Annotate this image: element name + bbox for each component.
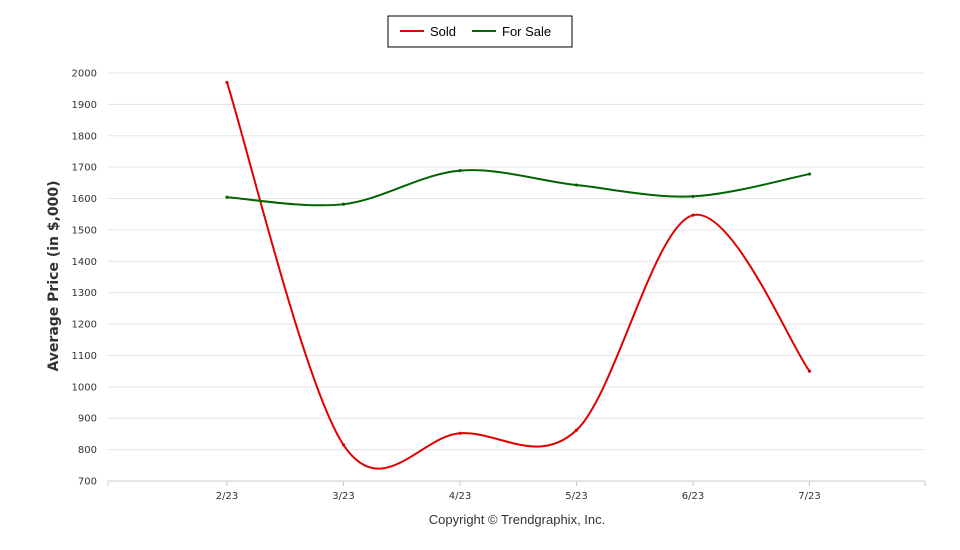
legend-label-for-sale: For Sale bbox=[502, 24, 551, 39]
data-point-for-sale bbox=[341, 202, 346, 206]
data-point-for-sale bbox=[225, 195, 229, 199]
copyright-footer: Copyright © Trendgraphix, Inc. bbox=[429, 512, 606, 527]
legend: Sold For Sale bbox=[387, 15, 573, 48]
data-point-sold bbox=[691, 213, 695, 217]
data-point-for-sale bbox=[691, 194, 695, 198]
y-tick-label: 1000 bbox=[72, 382, 97, 393]
x-tick-label: 4/23 bbox=[449, 491, 471, 502]
y-tick-label: 1300 bbox=[72, 288, 97, 299]
data-point-for-sale bbox=[458, 169, 462, 173]
y-tick-label: 900 bbox=[78, 414, 97, 425]
y-axis-title: Average Price (in $,000) bbox=[46, 180, 62, 371]
x-tick-label: 7/23 bbox=[798, 491, 820, 502]
x-tick-label: 5/23 bbox=[565, 491, 587, 502]
data-point-sold bbox=[458, 431, 462, 435]
y-tick-label: 1100 bbox=[72, 351, 97, 362]
series-line-for-sale bbox=[226, 169, 810, 207]
gridlines bbox=[108, 72, 925, 451]
x-tick-label: 2/23 bbox=[216, 491, 238, 502]
data-point-sold bbox=[807, 369, 812, 373]
y-tick-label: 1700 bbox=[72, 163, 97, 174]
y-tick-label: 1500 bbox=[72, 225, 97, 236]
y-tick-label: 1200 bbox=[72, 320, 97, 331]
data-point-for-sale bbox=[574, 183, 579, 187]
y-tick-label: 1800 bbox=[72, 131, 97, 142]
data-point-sold bbox=[341, 443, 346, 447]
y-tick-label: 1600 bbox=[72, 194, 97, 205]
y-tick-label: 1400 bbox=[72, 257, 97, 268]
data-point-for-sale bbox=[807, 172, 812, 176]
y-tick-label: 700 bbox=[78, 477, 97, 488]
axes: 700 800 900 1000 1100 1200 1300 1400 1500 1600 170… bbox=[72, 69, 926, 502]
y-tick-label: 1900 bbox=[72, 100, 97, 111]
y-tick-label: 2000 bbox=[72, 69, 97, 80]
series-lines bbox=[225, 80, 812, 470]
x-tick-label: 6/23 bbox=[682, 491, 704, 502]
legend-label-sold: Sold bbox=[430, 24, 456, 39]
data-point-sold bbox=[225, 80, 229, 85]
data-point-sold bbox=[574, 428, 579, 432]
series-line-sold bbox=[226, 82, 811, 470]
y-tick-label: 800 bbox=[78, 445, 97, 456]
x-tick-label: 3/23 bbox=[332, 491, 354, 502]
